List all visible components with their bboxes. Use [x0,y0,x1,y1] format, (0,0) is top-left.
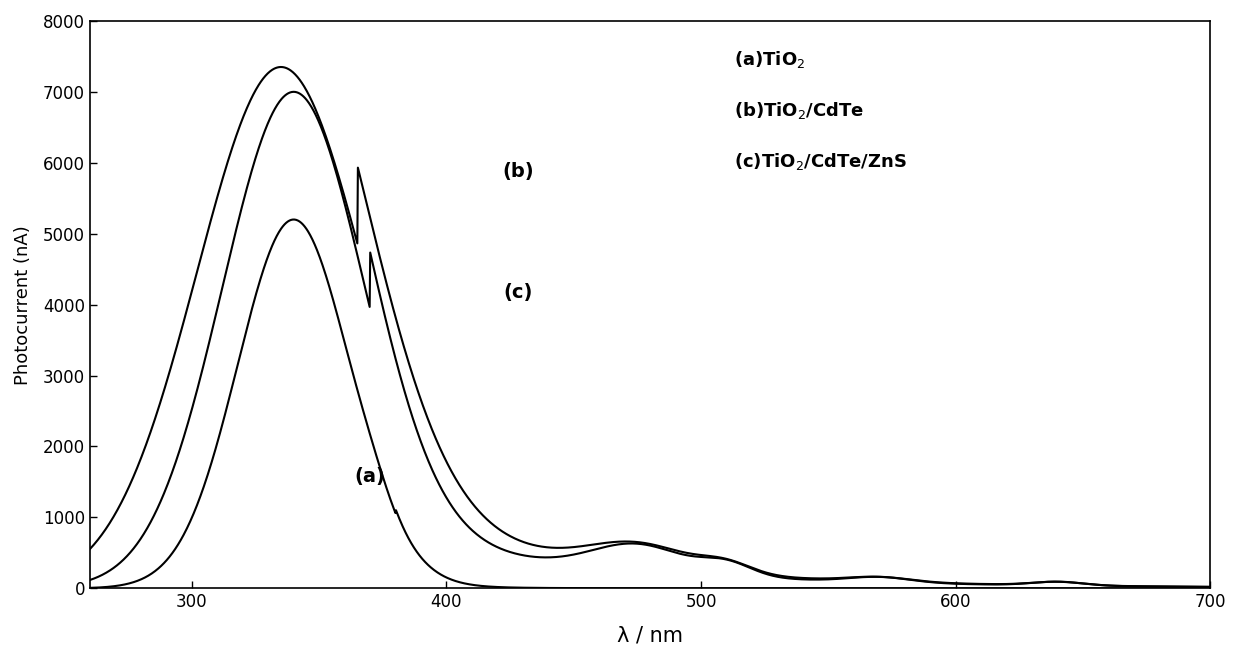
Text: (a)TiO$_2$: (a)TiO$_2$ [734,49,806,71]
Text: (c): (c) [503,283,532,302]
Text: (c)TiO$_2$/CdTe/ZnS: (c)TiO$_2$/CdTe/ZnS [734,152,906,173]
Text: (a): (a) [355,467,386,486]
Text: (b)TiO$_2$/CdTe: (b)TiO$_2$/CdTe [734,100,864,121]
X-axis label: λ / nm: λ / nm [618,625,683,645]
Y-axis label: Photocurrent (nA): Photocurrent (nA) [14,225,32,384]
Text: (b): (b) [502,162,533,181]
